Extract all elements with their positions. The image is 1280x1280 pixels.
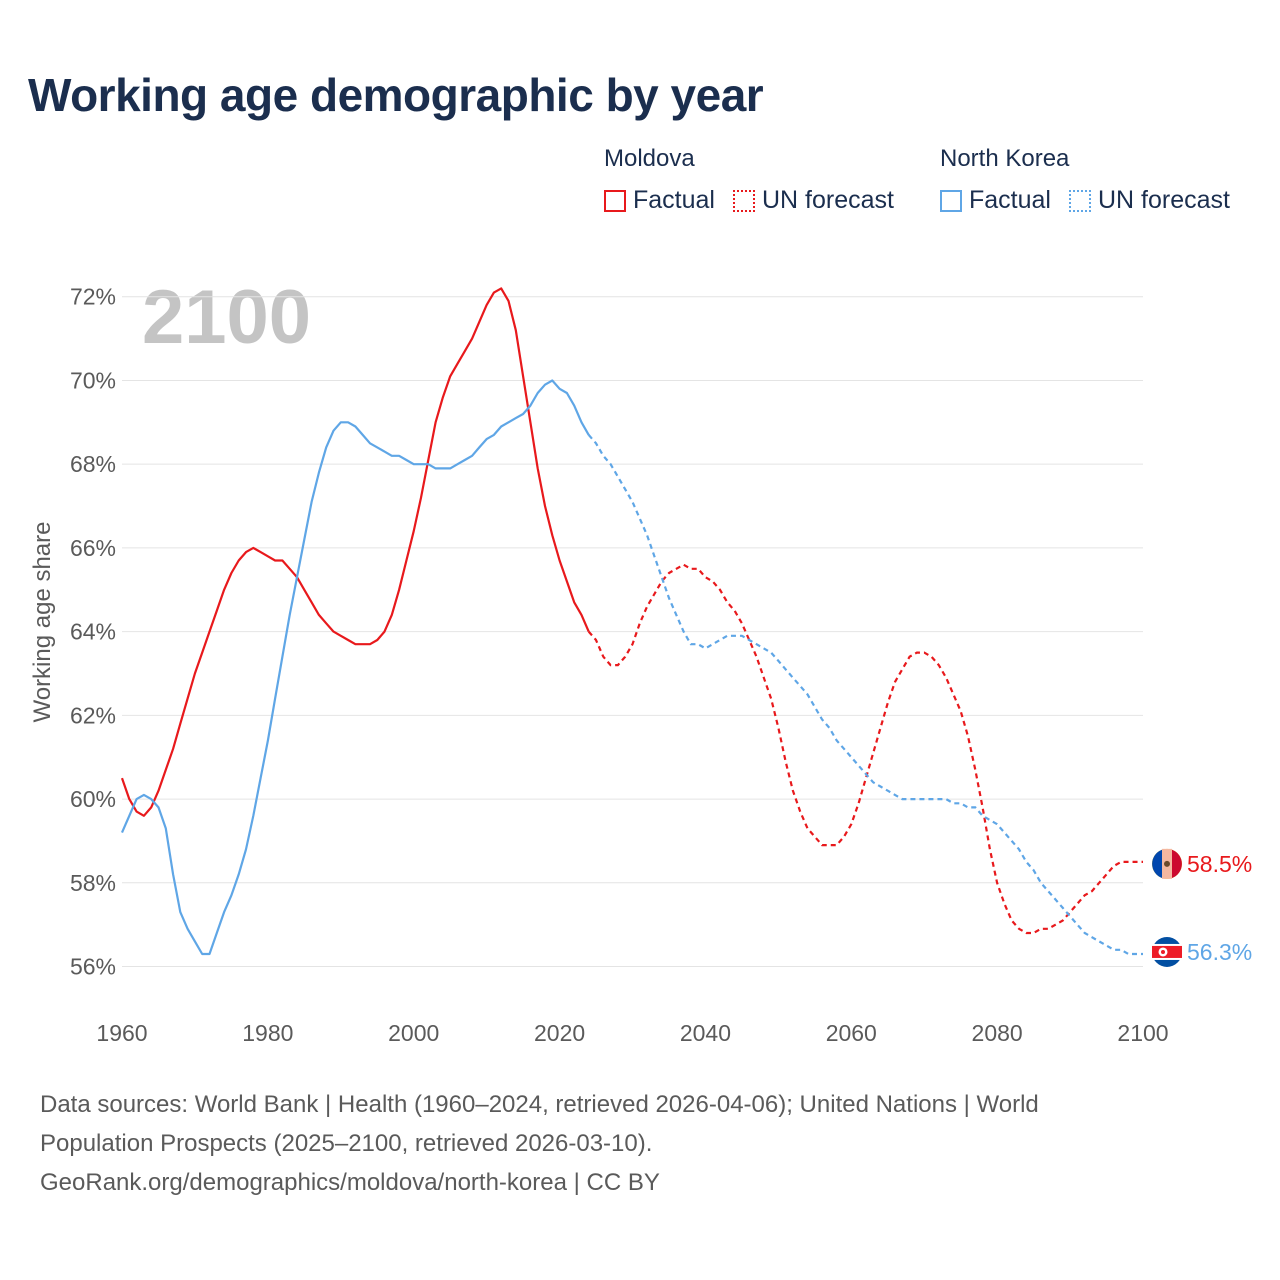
y-axis-label: Working age share <box>29 522 56 723</box>
y-tick-label: 70% <box>70 367 116 393</box>
x-tick-label: 2040 <box>680 1020 731 1046</box>
legend-moldova: Moldova Factual UN forecast <box>604 144 912 215</box>
legend-north-korea: North Korea Factual UN forecast <box>940 144 1248 215</box>
legend-moldova-factual[interactable]: Factual <box>604 186 715 215</box>
flag-emblem <box>1164 860 1170 867</box>
end-value-label-north-korea: 56.3% <box>1187 939 1252 965</box>
y-tick-label: 60% <box>70 786 116 812</box>
legend-north-korea-factual[interactable]: Factual <box>940 186 1051 215</box>
y-tick-label: 72% <box>70 284 116 310</box>
series-line-moldova-factual <box>120 287 590 817</box>
x-tick-label: 2060 <box>826 1020 877 1046</box>
chart-title: Working age demographic by year <box>28 69 764 121</box>
y-tick-label: 62% <box>70 702 116 728</box>
y-tick-label: 58% <box>70 870 116 896</box>
legend-item-label: Factual <box>633 186 715 214</box>
x-tick-label: 1980 <box>242 1020 293 1046</box>
legend-item-label: Factual <box>969 186 1051 214</box>
footer-line: Data sources: World Bank | Health (1960–… <box>40 1091 1039 1118</box>
y-tick-label: 64% <box>70 619 116 645</box>
x-tick-label: 2080 <box>972 1020 1023 1046</box>
moldova-flag-icon <box>1152 848 1182 879</box>
end-value-label-moldova: 58.5% <box>1187 851 1252 877</box>
dotted-line-swatch-icon <box>1068 189 1091 212</box>
y-tick-label: 66% <box>70 535 116 561</box>
flag-star <box>1161 949 1165 954</box>
footer-line: Population Prospects (2025–2100, retriev… <box>40 1130 653 1157</box>
north-korea-flag-icon <box>1152 936 1182 967</box>
solid-line-swatch-icon <box>940 189 962 212</box>
x-tick-label: 2000 <box>388 1020 439 1046</box>
legend-country-label: North Korea <box>940 145 1070 172</box>
x-tick-label: 2020 <box>534 1020 585 1046</box>
solid-line-swatch-icon <box>604 189 626 212</box>
legend-country-label: Moldova <box>604 145 695 172</box>
y-tick-label: 56% <box>70 954 116 980</box>
x-tick-label: 1960 <box>96 1020 147 1046</box>
series-line-moldova-forecast <box>587 563 1143 935</box>
legend-moldova-forecast[interactable]: UN forecast <box>732 186 894 215</box>
flag-red-band <box>1172 849 1182 878</box>
data-source-footer: Data sources: World Bank | Health (1960–… <box>40 1085 1240 1202</box>
flag-blue-band <box>1152 849 1162 878</box>
legend-north-korea-forecast[interactable]: UN forecast <box>1068 186 1230 215</box>
series-line-north-korea-factual <box>120 379 590 956</box>
footer-link[interactable]: GeoRank.org/demographics/moldova/north-k… <box>40 1169 660 1196</box>
year-watermark: 2100 <box>142 275 311 360</box>
series-line-north-korea-forecast <box>587 434 1143 956</box>
legend-item-label: UN forecast <box>1097 186 1230 214</box>
legend-item-label: UN forecast <box>761 186 894 214</box>
y-tick-label: 68% <box>70 451 116 477</box>
x-tick-label: 2100 <box>1117 1020 1168 1046</box>
dotted-line-swatch-icon <box>732 189 755 212</box>
